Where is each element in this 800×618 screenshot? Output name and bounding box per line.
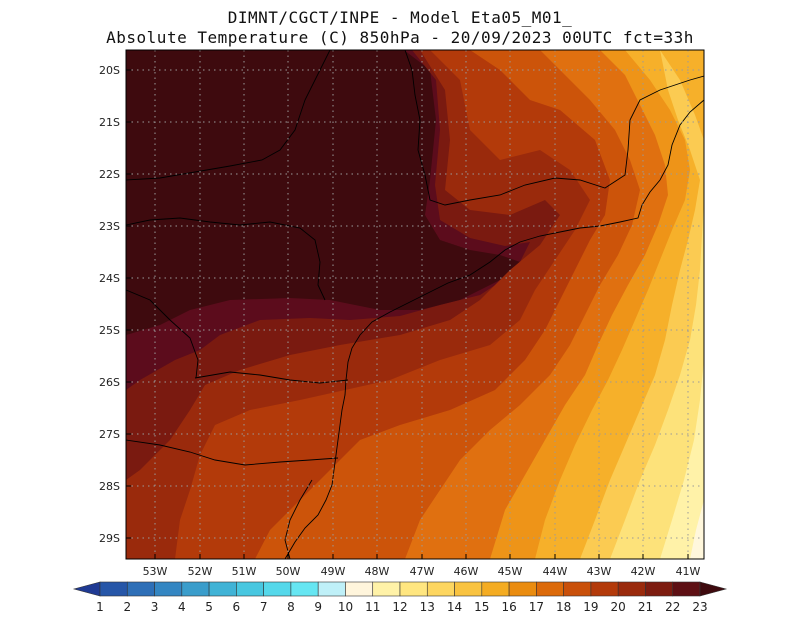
state-border-interior [126, 289, 199, 379]
longitude-labels: 53W 52W 51W 50W 49W 48W 47W 46W 45W 44W … [143, 565, 701, 578]
lon-label: 43W [587, 565, 612, 578]
colorbar-label: 9 [314, 600, 322, 614]
coastline [284, 99, 704, 559]
lon-label: 41W [676, 565, 701, 578]
colorbar-swatch [536, 581, 564, 597]
latitude-labels: 20S 21S 22S 23S 24S 25S 26S 27S 28S 29S [99, 64, 120, 545]
colorbar-swatch [290, 581, 319, 597]
lon-label: 53W [143, 565, 168, 578]
colorbar-label: 17 [529, 600, 544, 614]
lon-label: 44W [543, 565, 568, 578]
colorbar-swatch [236, 581, 264, 597]
lon-label: 42W [631, 565, 656, 578]
map-title-line-2: Absolute Temperature (C) 850hPa - 20/09/… [106, 28, 694, 47]
colorbar-label: 16 [501, 600, 516, 614]
colorbar-label: 18 [556, 600, 571, 614]
colorbar-label: 23 [692, 600, 707, 614]
state-border-sp-pr [126, 217, 326, 301]
state-border-sc-rs [126, 439, 339, 466]
lat-label: 23S [99, 220, 120, 233]
colorbar-label: 5 [205, 600, 213, 614]
colorbar-swatch [126, 581, 155, 597]
colorbar-swatch [590, 581, 619, 597]
lon-label: 45W [498, 565, 523, 578]
colorbar-label: 20 [611, 600, 626, 614]
lon-label: 52W [188, 565, 213, 578]
colorbar-swatch [399, 581, 428, 597]
colorbar-swatch [154, 581, 183, 597]
map-ticks [126, 69, 689, 559]
colorbar-label: 21 [638, 600, 653, 614]
colorbar-swatch [317, 581, 346, 597]
state-border-ms-sp [126, 50, 331, 181]
lat-label: 27S [99, 428, 120, 441]
colorbar-swatch [345, 581, 374, 597]
temperature-field [126, 50, 704, 559]
colorbar-swatch [645, 581, 674, 597]
colorbar-swatch [617, 581, 646, 597]
colorbar-swatch [99, 581, 128, 597]
lat-label: 20S [99, 64, 120, 77]
colorbar-high-arrow [699, 581, 728, 597]
colorbar: 1 2 3 4 5 6 7 8 9 10 11 12 13 14 15 16 17 18 19 20 21 22 23 [72, 581, 728, 614]
lat-label: 28S [99, 480, 120, 493]
colorbar-label: 10 [338, 600, 353, 614]
lat-label: 21S [99, 116, 120, 129]
colorbar-label: 3 [151, 600, 159, 614]
field-band-11 [690, 500, 704, 559]
colorbar-label: 4 [178, 600, 186, 614]
colorbar-swatch [372, 581, 401, 597]
colorbar-label: 11 [365, 600, 380, 614]
colorbar-label: 13 [420, 600, 435, 614]
lon-label: 50W [276, 565, 301, 578]
colorbar-label: 2 [123, 600, 131, 614]
colorbar-swatch [481, 581, 510, 597]
lon-label: 47W [410, 565, 435, 578]
field-band-12 [660, 360, 704, 559]
colorbar-label: 12 [392, 600, 407, 614]
state-border-mg-sp [404, 50, 704, 206]
lat-label: 24S [99, 272, 120, 285]
lat-label: 25S [99, 324, 120, 337]
colorbar-swatch [208, 581, 237, 597]
lon-label: 48W [365, 565, 390, 578]
colorbar-label: 6 [233, 600, 241, 614]
colorbar-swatch [426, 581, 455, 597]
colorbar-low-arrow [72, 581, 101, 597]
colorbar-swatch [181, 581, 210, 597]
colorbar-swatch [563, 581, 592, 597]
lat-label: 29S [99, 532, 120, 545]
colorbar-label: 1 [96, 600, 104, 614]
colorbar-label: 15 [474, 600, 489, 614]
colorbar-swatch [454, 581, 483, 597]
colorbar-label: 14 [447, 600, 462, 614]
colorbar-swatch [508, 581, 537, 597]
map-frame [125, 49, 705, 560]
map-gridlines [126, 50, 704, 559]
lat-label: 26S [99, 376, 120, 389]
map-title-line-1: DIMNT/CGCT/INPE - Model Eta05_M01_ [227, 8, 573, 27]
field-band-13 [610, 200, 704, 559]
colorbar-label: 19 [583, 600, 598, 614]
lon-label: 51W [232, 565, 257, 578]
colorbar-label: 8 [287, 600, 295, 614]
lat-label: 22S [99, 168, 120, 181]
colorbar-swatch [672, 581, 701, 597]
lake-shoreline [284, 479, 313, 559]
lon-label: 46W [454, 565, 479, 578]
lon-label: 49W [321, 565, 346, 578]
colorbar-label: 22 [665, 600, 680, 614]
colorbar-swatch [263, 581, 292, 597]
colorbar-label: 7 [260, 600, 268, 614]
